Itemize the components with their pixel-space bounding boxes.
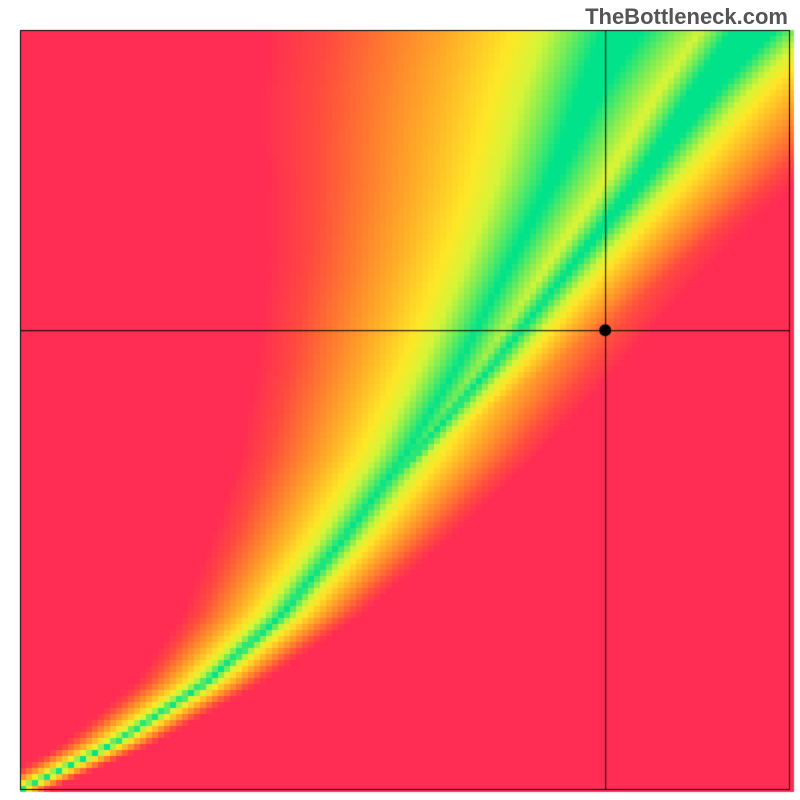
watermark-label: TheBottleneck.com xyxy=(585,4,788,30)
chart-container: TheBottleneck.com xyxy=(0,0,800,800)
bottleneck-heatmap xyxy=(0,0,800,800)
